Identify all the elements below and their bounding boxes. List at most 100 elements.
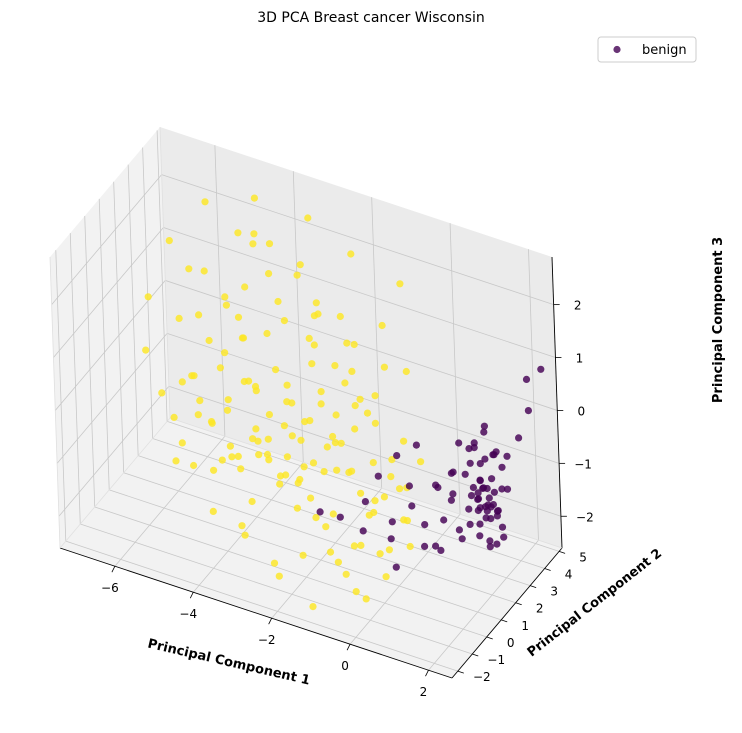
- point-benign: [432, 481, 440, 489]
- point-malignant: [270, 559, 279, 567]
- legend-box: [597, 36, 697, 63]
- point-benign: [467, 492, 476, 500]
- y-tick-mark: [515, 602, 522, 606]
- point-malignant: [304, 214, 312, 222]
- x-tick-mark: [268, 618, 273, 625]
- x-grid-back: [449, 223, 461, 515]
- point-malignant: [190, 461, 198, 470]
- point-malignant: [221, 349, 229, 357]
- point-malignant: [351, 402, 359, 410]
- point-benign: [388, 518, 396, 526]
- point-malignant: [172, 457, 180, 465]
- point-benign: [476, 520, 484, 528]
- point-benign: [465, 445, 473, 453]
- z-grid-left: [58, 385, 170, 517]
- x-grid-floor: [192, 461, 304, 593]
- point-malignant: [272, 366, 280, 374]
- legend-label-benign: benign: [642, 43, 687, 58]
- point-malignant: [363, 409, 372, 417]
- point-malignant: [305, 334, 313, 342]
- point-malignant: [341, 379, 349, 387]
- point-malignant: [195, 311, 203, 319]
- point-malignant: [369, 459, 377, 467]
- point-malignant: [406, 542, 414, 551]
- point-benign: [480, 428, 488, 436]
- point-malignant: [276, 472, 285, 480]
- x-tick-mark: [189, 592, 194, 599]
- point-malignant: [300, 463, 308, 471]
- x-grid-back: [292, 171, 304, 463]
- point-benign: [500, 533, 508, 541]
- point-benign: [408, 502, 416, 510]
- y-grid-left: [156, 130, 168, 422]
- point-malignant: [365, 511, 373, 519]
- point-malignant: [280, 317, 288, 325]
- point-malignant: [241, 283, 249, 291]
- point-malignant: [323, 443, 331, 451]
- point-malignant: [228, 453, 236, 461]
- point-malignant: [334, 558, 342, 566]
- point-benign: [476, 460, 484, 468]
- point-benign: [490, 451, 498, 459]
- x-tick-label: −2: [258, 633, 276, 647]
- point-malignant: [238, 522, 246, 530]
- y-grid-floor: [166, 421, 560, 552]
- point-benign: [537, 365, 545, 373]
- point-malignant: [265, 456, 273, 464]
- y-grid-floor: [94, 506, 487, 638]
- point-malignant: [350, 340, 358, 349]
- axes-panes: [50, 127, 562, 678]
- point-benign: [437, 546, 445, 555]
- x-tick-label: −6: [101, 581, 119, 595]
- point-malignant: [283, 381, 291, 389]
- y-tick-label: 2: [536, 602, 544, 616]
- point-malignant: [250, 194, 258, 202]
- y-grid-floor: [152, 438, 545, 569]
- point-malignant: [317, 388, 325, 396]
- grid-lines: [51, 130, 562, 672]
- point-benign: [449, 468, 457, 476]
- point-malignant: [175, 314, 183, 322]
- point-malignant: [210, 466, 218, 474]
- y-grid-left: [98, 198, 110, 490]
- point-malignant: [218, 456, 226, 464]
- x-tick-label: −4: [179, 607, 197, 621]
- x-tick-mark: [346, 644, 351, 651]
- y-grid-floor: [123, 472, 516, 604]
- point-malignant: [293, 271, 301, 279]
- point-malignant: [329, 510, 337, 518]
- point-malignant: [357, 541, 365, 550]
- point-benign: [488, 475, 496, 483]
- point-malignant: [320, 468, 328, 476]
- x-tick-mark: [425, 670, 429, 677]
- y-tick-mark: [530, 585, 537, 589]
- x-grid-floor: [114, 435, 226, 567]
- point-benign: [465, 505, 473, 513]
- point-malignant: [251, 382, 260, 391]
- point-malignant: [385, 546, 393, 554]
- point-malignant: [165, 237, 173, 245]
- floor-left-edge: [59, 417, 171, 549]
- point-malignant: [351, 425, 359, 433]
- point-malignant: [276, 480, 284, 488]
- point-malignant: [336, 312, 344, 321]
- point-malignant: [274, 297, 282, 306]
- point-malignant: [299, 551, 307, 559]
- point-benign: [474, 489, 482, 497]
- point-malignant: [252, 425, 260, 433]
- point-malignant: [194, 411, 202, 419]
- point-benign: [387, 535, 395, 543]
- point-benign: [316, 508, 324, 516]
- point-malignant: [216, 364, 224, 372]
- y-axis-line: [451, 547, 563, 679]
- point-benign: [515, 434, 523, 442]
- point-benign: [466, 520, 474, 529]
- left-front-edge: [49, 256, 61, 549]
- point-benign: [393, 452, 401, 460]
- point-malignant: [352, 588, 360, 596]
- point-malignant: [350, 542, 358, 550]
- y-tick-label: 3: [550, 585, 558, 599]
- point-benign: [359, 527, 367, 535]
- y-tick-label: 4: [565, 568, 573, 582]
- y-tick-mark: [472, 653, 479, 657]
